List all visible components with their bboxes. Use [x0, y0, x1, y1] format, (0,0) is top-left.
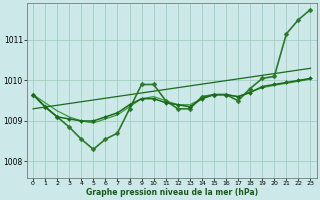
X-axis label: Graphe pression niveau de la mer (hPa): Graphe pression niveau de la mer (hPa): [86, 188, 258, 197]
